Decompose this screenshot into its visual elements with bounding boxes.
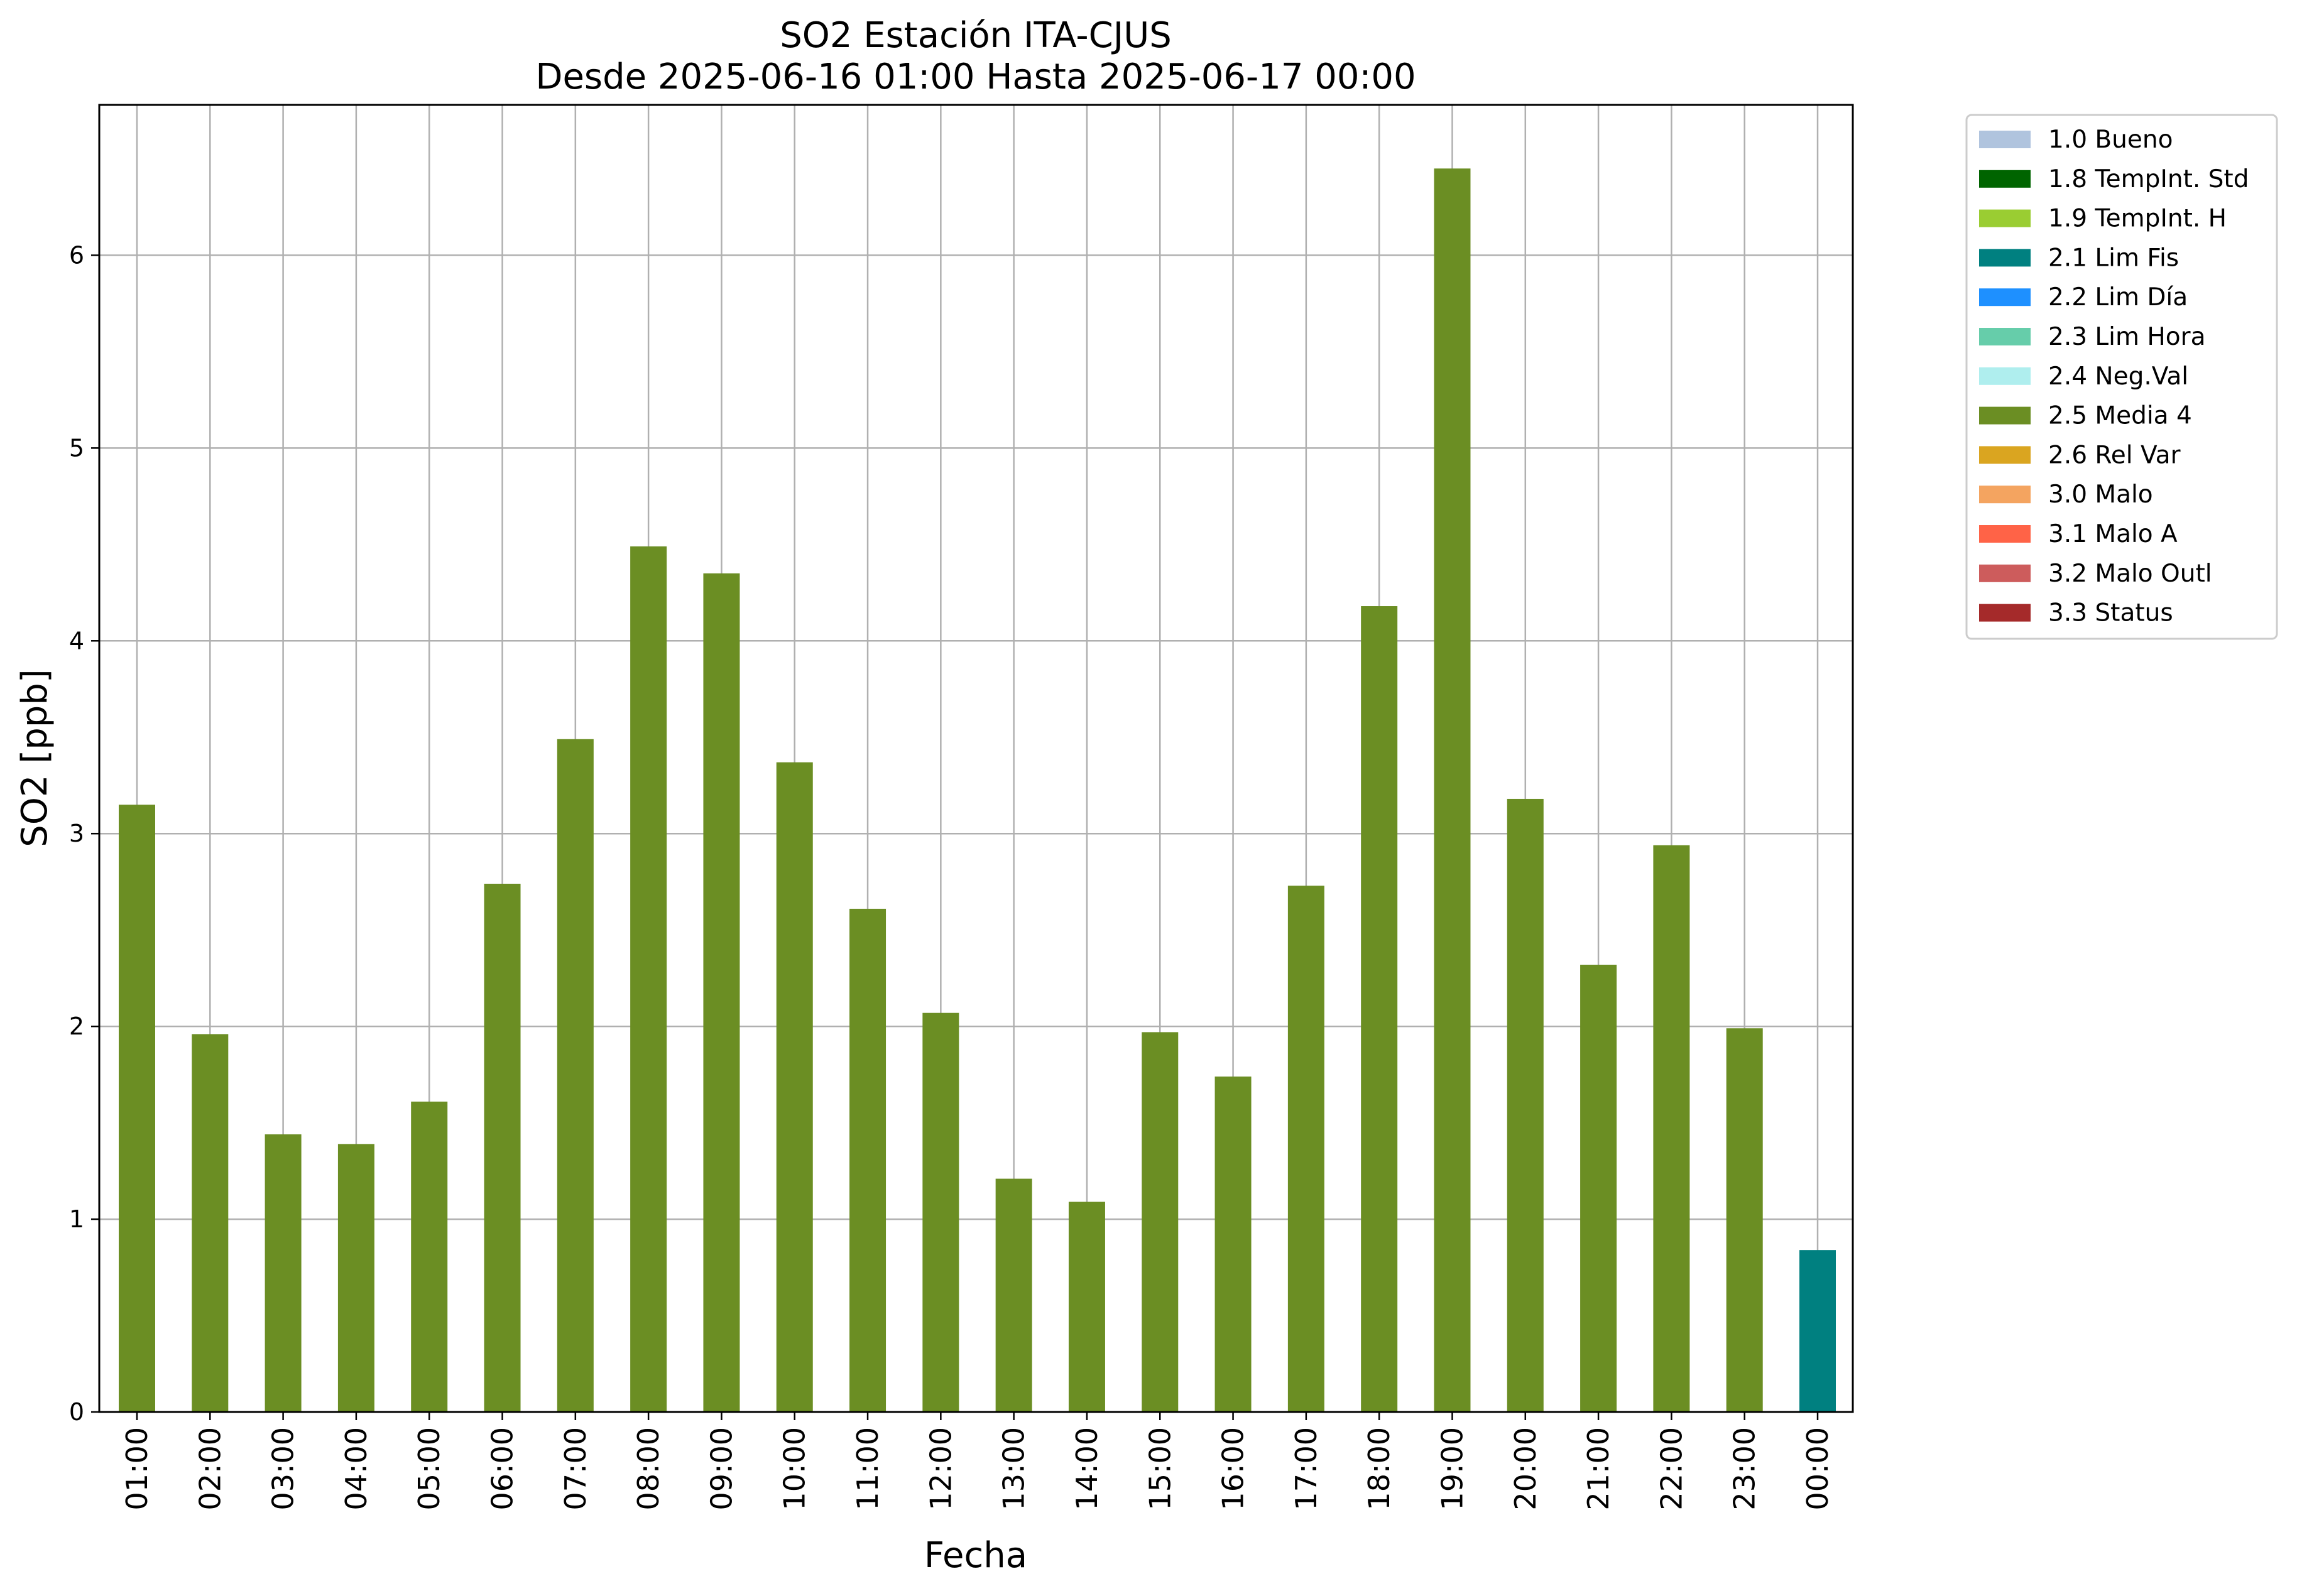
x-tick-label: 06:00: [486, 1427, 520, 1511]
legend-label: 3.1 Malo A: [2048, 520, 2178, 548]
legend-frame: [1965, 114, 2278, 640]
bar-2300: [1726, 1028, 1763, 1412]
bar-2100: [1580, 964, 1617, 1412]
x-tick-label: 16:00: [1216, 1427, 1250, 1511]
x-tick-label: 18:00: [1362, 1427, 1396, 1511]
bar-1800: [1361, 606, 1398, 1412]
legend-label: 1.8 TempInt. Std: [2048, 165, 2249, 193]
bar-0000: [1799, 1250, 1836, 1412]
bar-0800: [630, 546, 667, 1412]
bar-1500: [1142, 1032, 1179, 1412]
legend-label: 1.0 Bueno: [2048, 126, 2173, 154]
x-tick-label: 02:00: [193, 1427, 227, 1511]
bar-1000: [776, 762, 813, 1412]
y-tick-label: 0: [69, 1398, 84, 1426]
bar-2000: [1507, 798, 1544, 1412]
legend-label: 3.2 Malo Outl: [2048, 560, 2212, 588]
bar-1900: [1434, 168, 1471, 1412]
x-tick-label: 13:00: [997, 1427, 1031, 1511]
legend-items: 1.0 Bueno 1.8 TempInt. Std 1.9 TempInt. H 2…: [1979, 126, 2249, 627]
bar-1700: [1287, 886, 1324, 1412]
legend-label: 2.4 Neg.Val: [2048, 362, 2188, 391]
bar-0400: [337, 1144, 374, 1412]
x-tick-label: 15:00: [1143, 1427, 1177, 1511]
x-tick-label: 10:00: [778, 1427, 812, 1511]
bar-1400: [1068, 1202, 1105, 1412]
bar-0500: [411, 1101, 448, 1412]
y-tick-label: 2: [69, 1012, 84, 1040]
legend-swatch: [1979, 131, 2031, 148]
legend: 1.0 Bueno 1.8 TempInt. Std 1.9 TempInt. H 2…: [1965, 114, 2278, 640]
bar-1600: [1214, 1076, 1252, 1412]
plot-frame: [98, 104, 1854, 1413]
y-tick-label: 4: [69, 627, 84, 654]
y-tick-label: 6: [69, 241, 84, 269]
x-tick-label: 17:00: [1289, 1427, 1323, 1511]
chart-title-line2: Desde 2025-06-16 01:00 Hasta 2025-06-17 …: [535, 57, 1416, 97]
x-tick-label: 07:00: [559, 1427, 592, 1511]
legend-label: 3.0 Malo: [2048, 480, 2153, 509]
y-tick-label: 5: [69, 434, 84, 462]
bar-0700: [557, 739, 594, 1412]
legend-swatch: [1979, 288, 2031, 307]
x-tick-label: 19:00: [1435, 1427, 1469, 1511]
x-tick-label: 12:00: [924, 1427, 958, 1511]
chart-title-line1: SO2 Estación ITA-CJUS: [780, 15, 1172, 56]
bars-layer: [119, 168, 1836, 1412]
bar-2200: [1653, 845, 1690, 1412]
legend-label: 2.1 Lim Fis: [2048, 244, 2179, 272]
legend-label: 3.3 Status: [2048, 599, 2173, 627]
legend-swatch: [1979, 209, 2031, 227]
x-tick-label: 22:00: [1654, 1427, 1688, 1511]
y-axis-title: SO2 [ppb]: [14, 669, 55, 847]
bar-0900: [703, 573, 740, 1412]
x-tick-label: 20:00: [1509, 1427, 1542, 1511]
x-tick-label: 08:00: [631, 1427, 665, 1511]
legend-swatch: [1979, 604, 2031, 622]
x-tick-label: 11:00: [851, 1427, 885, 1511]
y-tick-label: 3: [69, 820, 84, 847]
y-tick-label: 1: [69, 1205, 84, 1233]
x-tick-label: 14:00: [1070, 1427, 1104, 1511]
bar-0100: [119, 805, 155, 1412]
legend-label: 2.6 Rel Var: [2048, 441, 2181, 469]
bar-1300: [995, 1178, 1032, 1412]
legend-swatch: [1979, 249, 2031, 267]
y-axis: 0 1 2 3 4 5 6: [69, 241, 99, 1426]
x-axis-title: Fecha: [924, 1535, 1027, 1576]
x-tick-label: 00:00: [1801, 1427, 1835, 1511]
legend-swatch: [1979, 564, 2031, 582]
legend-label: 2.3 Lim Hora: [2048, 323, 2206, 351]
bar-0300: [265, 1134, 302, 1412]
legend-swatch: [1979, 367, 2031, 385]
bar-1100: [849, 908, 887, 1412]
x-tick-label: 01:00: [120, 1427, 154, 1511]
legend-swatch: [1979, 170, 2031, 188]
legend-swatch: [1979, 328, 2031, 345]
x-tick-label: 21:00: [1581, 1427, 1615, 1511]
x-tick-label: 04:00: [339, 1427, 373, 1511]
x-tick-label: 03:00: [266, 1427, 300, 1511]
x-tick-label: 05:00: [412, 1427, 446, 1511]
legend-label: 2.5 Media 4: [2048, 402, 2192, 430]
legend-swatch: [1979, 446, 2031, 464]
legend-swatch: [1979, 406, 2031, 425]
legend-label: 1.9 TempInt. H: [2048, 205, 2227, 233]
bar-1200: [922, 1012, 959, 1412]
legend-swatch: [1979, 486, 2031, 504]
bar-0200: [192, 1034, 229, 1412]
legend-swatch: [1979, 525, 2031, 543]
x-tick-label: 23:00: [1728, 1427, 1762, 1511]
x-tick-label: 09:00: [704, 1427, 738, 1511]
x-axis: 01:00 02:00 03:00 04:00 05:00 06:00 07:00 08:00…: [120, 1412, 1835, 1511]
legend-label: 2.2 Lim Día: [2048, 283, 2188, 312]
bar-0600: [484, 884, 521, 1412]
